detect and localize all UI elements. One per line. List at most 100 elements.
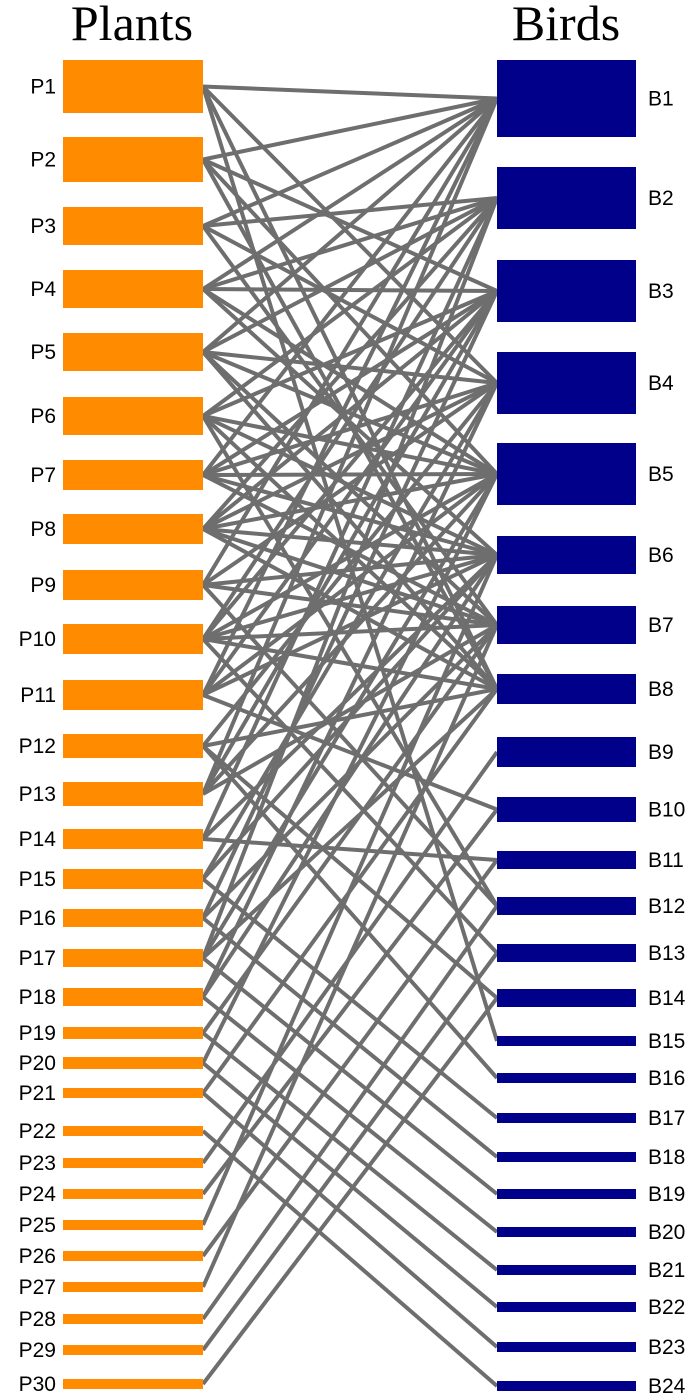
bird-label-b13: B13 (648, 942, 685, 965)
plant-bar-p7 (63, 460, 203, 490)
plant-bar-p4 (63, 270, 203, 308)
plant-bar-p12 (63, 734, 203, 758)
plants-layer: P1 P2 P3 P4 P5 P6 P7 P8 P9 P10 P11 P12 P13 P14 P15 P16 P… (19, 60, 203, 1396)
bird-label-b3: B3 (648, 280, 674, 303)
plant-label-p11: P11 (20, 684, 56, 707)
link-p4-b3 (202, 287, 498, 293)
link-p21-b23 (201, 1091, 499, 1349)
bird-label-b20: B20 (648, 1221, 685, 1244)
bird-label-b5: B5 (648, 463, 674, 486)
link-p25-b6 (201, 554, 499, 1226)
plant-label-p24: P24 (19, 1183, 57, 1206)
link-p11-b6 (202, 553, 498, 697)
links-layer (201, 84, 499, 1388)
plant-bar-p20 (63, 1057, 203, 1069)
link-p6-b2 (201, 196, 499, 418)
plant-label-p3: P3 (30, 215, 56, 238)
link-p8-b2 (201, 196, 499, 531)
bird-label-b7: B7 (648, 614, 674, 637)
link-p10-b13 (201, 637, 499, 955)
link-p26-b11 (201, 858, 499, 1258)
bird-bar-b24 (497, 1381, 636, 1391)
bird-bar-b10 (497, 797, 636, 822)
link-p6-b12 (201, 414, 499, 908)
link-p14-b11 (202, 837, 498, 862)
plant-bar-p5 (63, 333, 203, 371)
bird-bar-b22 (497, 1302, 636, 1312)
plant-label-p1: P1 (30, 76, 56, 99)
link-p12-b4 (201, 381, 499, 748)
bird-bar-b11 (497, 851, 636, 869)
plant-label-p17: P17 (19, 947, 56, 970)
bird-label-b6: B6 (648, 544, 674, 567)
link-p10-b5 (202, 472, 498, 641)
bird-bar-b19 (497, 1189, 636, 1199)
plant-bar-p22 (63, 1126, 203, 1136)
plant-bar-p2 (63, 137, 203, 182)
bird-bar-b20 (497, 1227, 636, 1237)
plant-label-p15: P15 (19, 868, 56, 891)
plant-label-p14: P14 (19, 828, 57, 851)
bird-bar-b3 (497, 260, 636, 322)
link-p13-b3 (201, 289, 499, 796)
plant-label-p18: P18 (19, 986, 56, 1009)
link-p10-b3 (201, 289, 499, 641)
bird-label-b14: B14 (648, 987, 686, 1010)
bird-bar-b1 (497, 60, 636, 137)
plant-bar-p10 (63, 624, 203, 654)
bird-bar-b9 (497, 737, 636, 767)
plant-label-p10: P10 (19, 628, 56, 651)
bird-bar-b5 (497, 443, 636, 505)
link-p28-b12 (201, 904, 499, 1321)
plant-label-p27: P27 (19, 1276, 56, 1299)
bird-label-b9: B9 (648, 741, 674, 764)
plant-label-p28: P28 (19, 1308, 56, 1331)
bird-bar-b18 (497, 1152, 636, 1162)
link-p7-b1 (201, 97, 499, 477)
plant-bar-p11 (63, 680, 203, 710)
bird-label-b17: B17 (648, 1107, 685, 1130)
link-p17-b19 (201, 956, 499, 1196)
link-p16-b3 (201, 290, 499, 919)
plant-bar-p29 (63, 1345, 203, 1355)
bird-label-b24: B24 (648, 1375, 686, 1398)
link-p30-b14 (201, 996, 499, 1386)
plant-label-p21: P21 (19, 1082, 56, 1105)
link-p13-b7 (202, 623, 498, 796)
plant-label-p13: P13 (19, 783, 56, 806)
bird-label-b19: B19 (648, 1183, 685, 1206)
plant-bar-p14 (63, 829, 203, 849)
bird-label-b2: B2 (648, 187, 674, 210)
plant-label-p30: P30 (19, 1373, 56, 1396)
plant-bar-p8 (63, 514, 203, 544)
plant-label-p7: P7 (30, 464, 56, 487)
link-p20-b22 (201, 1061, 499, 1309)
plant-label-p2: P2 (30, 149, 56, 172)
plant-bar-p17 (63, 949, 203, 967)
plant-label-p9: P9 (30, 574, 56, 597)
bird-bar-b23 (497, 1342, 636, 1352)
link-p5-b2 (202, 196, 498, 354)
bird-bar-b16 (497, 1073, 636, 1083)
plant-bar-p27 (63, 1282, 203, 1292)
link-p13-b1 (201, 97, 499, 795)
link-p12-b16 (201, 744, 499, 1080)
bird-label-b18: B18 (648, 1146, 685, 1169)
plant-bar-p30 (63, 1379, 203, 1389)
plant-label-p26: P26 (19, 1245, 56, 1268)
bird-label-b8: B8 (648, 678, 674, 701)
link-p1-b8 (201, 85, 499, 690)
link-p9-b1 (201, 97, 499, 587)
link-p8-b3 (201, 289, 499, 531)
plant-label-p16: P16 (19, 907, 56, 930)
plant-label-p8: P8 (30, 518, 56, 541)
plant-label-p29: P29 (19, 1339, 56, 1362)
link-p3-b1 (202, 96, 498, 228)
plant-label-p19: P19 (19, 1022, 56, 1045)
plant-label-p23: P23 (19, 1152, 56, 1175)
bird-bar-b4 (497, 352, 636, 414)
plant-bar-p18 (63, 988, 203, 1006)
link-p1-b1 (202, 84, 498, 101)
plants-title: Plants (71, 0, 193, 51)
